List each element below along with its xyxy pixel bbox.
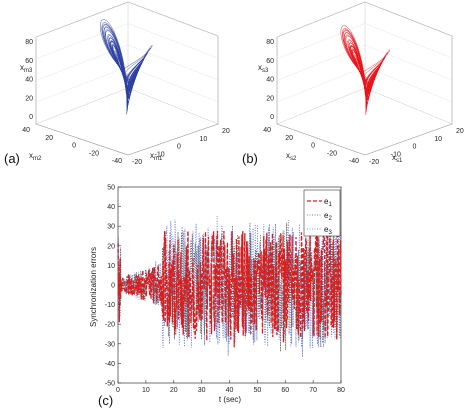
y-tick-label: -40 — [349, 158, 359, 165]
panel-b-z-axis-label: xs3 — [258, 63, 269, 74]
y-tick-label: 40 — [107, 204, 115, 211]
x-tick-label: 70 — [309, 387, 317, 394]
y-tick-label: -40 — [112, 158, 122, 165]
x-tick-label: 20 — [222, 128, 230, 135]
x-tick-label: 10 — [142, 387, 150, 394]
x-tick-label: 0 — [413, 144, 417, 151]
y-tick-label: -30 — [105, 341, 115, 348]
z-tick-label: 20 — [266, 95, 274, 102]
legend-entry: e2 — [324, 211, 332, 222]
z-tick-label: 80 — [266, 39, 274, 46]
z-tick-label: 80 — [25, 39, 33, 46]
x-tick-label: 0 — [177, 144, 181, 151]
z-tick-label: 0 — [270, 114, 274, 121]
x-tick-label: -10 — [155, 151, 165, 158]
panel-b-attractor-trajectory — [340, 25, 391, 115]
legend-entry: e3 — [324, 225, 332, 236]
y-tick-label: -20 — [89, 150, 99, 157]
y-tick-label: 10 — [107, 263, 115, 270]
x-tick-label: 30 — [198, 387, 206, 394]
panel-a-label: (a) — [4, 151, 20, 166]
series-line-e1 — [117, 230, 342, 348]
z-tick-label: 40 — [266, 77, 274, 84]
z-tick-label: 20 — [25, 95, 33, 102]
y-tick-label: -50 — [105, 381, 115, 388]
panel-c-x-axis-label: t (sec) — [219, 395, 242, 404]
panel-b-label: (b) — [242, 151, 258, 166]
y-tick-label: 30 — [107, 224, 115, 231]
z-tick-label: 60 — [25, 58, 33, 65]
x-tick-label: 40 — [226, 387, 234, 394]
x-tick-label: 50 — [253, 387, 261, 394]
z-tick-label: 60 — [266, 58, 274, 65]
panel-c-error-plot: 0 10 20 30 40 50 60 70 80 50 40 30 20 10 0 -10 -20 -30 -40… — [89, 185, 345, 409]
x-tick-label: 20 — [456, 128, 464, 135]
panel-a-x-axis-label: xm1 — [150, 151, 163, 162]
x-tick-label: 0 — [116, 387, 120, 394]
x-tick-label: 80 — [337, 387, 345, 394]
x-tick-label: -10 — [391, 151, 401, 158]
x-tick-label: 10 — [434, 136, 442, 143]
panel-a-attractor-trajectory — [99, 19, 153, 115]
y-tick-label: 40 — [22, 127, 30, 134]
panel-c-y-axis-label: Synchronization errors — [89, 247, 98, 327]
panel-c-legend: e1 e2 e3 — [303, 189, 341, 237]
panel-a-z-axis-label: xm3 — [20, 63, 33, 74]
legend-entry: e1 — [324, 197, 332, 208]
panel-a-y-axis-label: xm2 — [29, 151, 42, 162]
x-tick-label: -20 — [132, 159, 142, 166]
y-tick-label: -20 — [105, 322, 115, 329]
attractor-path — [340, 25, 391, 115]
y-tick-label: -20 — [327, 150, 337, 157]
y-tick-label: -40 — [105, 361, 115, 368]
y-tick-label: 50 — [107, 185, 115, 192]
z-tick-label: 40 — [25, 77, 33, 84]
x-tick-label: 60 — [281, 387, 289, 394]
attractor-path — [99, 19, 153, 115]
y-tick-label: 40 — [263, 127, 271, 134]
y-tick-label: 0 — [311, 143, 315, 150]
x-tick-label: -20 — [369, 159, 379, 166]
panel-b-y-axis-label: xs2 — [286, 151, 297, 162]
x-tick-label: 20 — [170, 387, 178, 394]
y-tick-label: 0 — [72, 143, 76, 150]
x-tick-label: 10 — [200, 136, 208, 143]
z-tick-label: 0 — [29, 114, 33, 121]
y-tick-label: 20 — [45, 135, 53, 142]
y-tick-label: 20 — [285, 135, 293, 142]
panel-b-x-axis-label: xs1 — [392, 153, 403, 164]
y-tick-label: 20 — [107, 243, 115, 250]
y-tick-label: 0 — [111, 283, 115, 290]
panel-c-label: (c) — [98, 393, 113, 408]
y-tick-label: -10 — [105, 302, 115, 309]
